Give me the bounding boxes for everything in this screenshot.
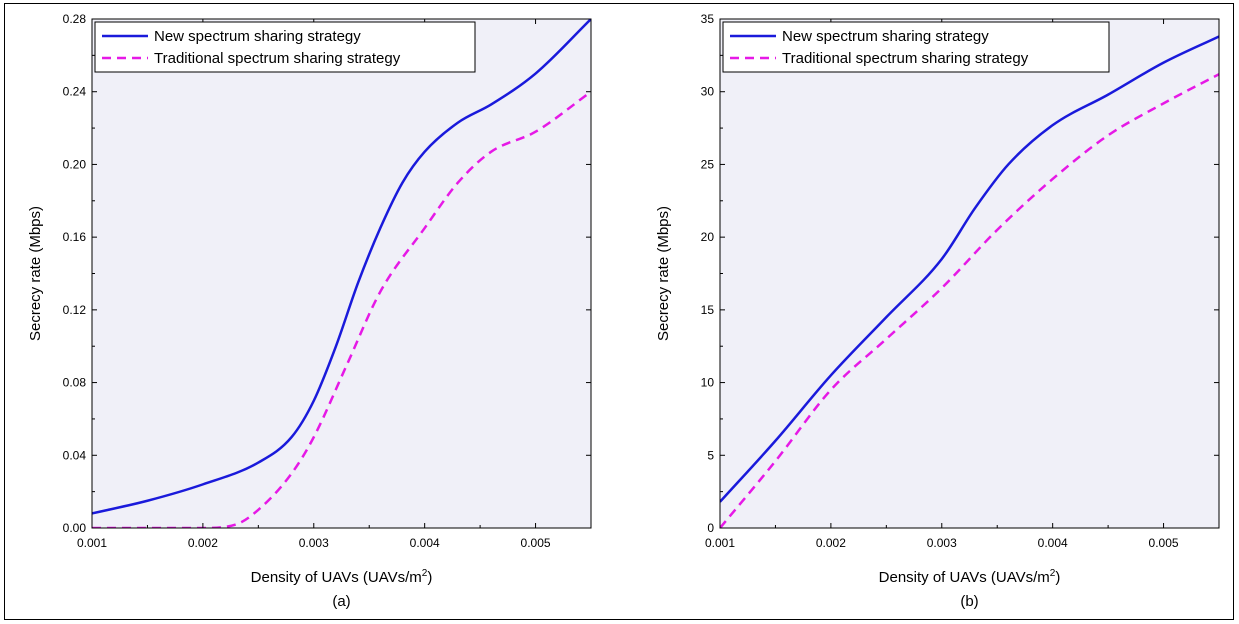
y-tick-label: 10 (701, 376, 715, 390)
chart-panel-b: 0.001 0.002 0.003 0.004 0.005 0 5 10 15 20 25 30 35 D… (655, 12, 1220, 610)
chart-panel-a: 0.001 0.002 0.003 0.004 0.005 0.00 0.04 0.08 0.1… (27, 12, 592, 610)
x-tick-label: 0.001 (77, 536, 107, 550)
legend-label-new: New spectrum sharing strategy (782, 28, 989, 45)
plot-area (720, 19, 1219, 528)
x-tick-label: 0.005 (1149, 536, 1179, 550)
x-tick-label: 0.001 (705, 536, 735, 550)
y-tick-label: 15 (701, 303, 715, 317)
y-tick-label: 35 (701, 12, 715, 26)
x-axis-title-end: ) (1055, 569, 1060, 586)
x-axis-title: Density of UAVs (UAVs/m2) (879, 568, 1061, 586)
y-tick-label: 0.16 (63, 230, 87, 244)
y-tick-label: 0 (707, 521, 714, 535)
series-line-new (720, 35, 1219, 503)
x-tick-label: 0.002 (816, 536, 846, 550)
plot-area (92, 19, 591, 528)
y-axis-title: Secrecy rate (Mbps) (27, 206, 44, 341)
y-tick-label: 0.08 (63, 376, 87, 390)
x-tick-label: 0.005 (521, 536, 551, 550)
x-tick-label: 0.004 (410, 536, 440, 550)
y-tick-label: 0.24 (63, 85, 87, 99)
legend-box (94, 21, 476, 73)
y-tick-label: 0.00 (63, 521, 87, 535)
panel-caption: (a) (332, 593, 350, 610)
y-tick-label: 25 (701, 157, 715, 171)
y-tick-label: 0.20 (63, 157, 87, 171)
x-tick-label: 0.002 (188, 536, 218, 550)
y-tick-label: 20 (701, 230, 715, 244)
series-line-traditional (720, 73, 1219, 528)
x-tick-label: 0.003 (927, 536, 957, 550)
x-axis-title-main: Density of UAVs (UAVs/m (251, 569, 422, 586)
x-axis-title-sup: 2 (1050, 568, 1056, 579)
figure-frame (4, 3, 1234, 620)
y-tick-label: 0.12 (63, 303, 87, 317)
legend-label-new: New spectrum sharing strategy (154, 28, 361, 45)
series-line-new (92, 19, 591, 515)
legend-box (722, 21, 1110, 73)
legend-label-traditional: Traditional spectrum sharing strategy (782, 50, 1029, 67)
y-tick-label: 0.04 (63, 448, 87, 462)
x-tick-label: 0.003 (299, 536, 329, 550)
y-tick-label: 5 (707, 448, 714, 462)
x-axis-title: Density of UAVs (UAVs/m2) (251, 568, 433, 586)
y-tick-label: 30 (701, 85, 715, 99)
legend-label-traditional: Traditional spectrum sharing strategy (154, 50, 401, 67)
x-axis-title-end: ) (427, 569, 432, 586)
x-tick-label: 0.004 (1038, 536, 1068, 550)
series-line-traditional (92, 90, 591, 528)
x-axis-title-main: Density of UAVs (UAVs/m (879, 569, 1050, 586)
y-axis-title: Secrecy rate (Mbps) (655, 206, 672, 341)
x-axis-title-sup: 2 (422, 568, 428, 579)
panel-caption: (b) (960, 593, 978, 610)
y-tick-label: 0.28 (63, 12, 87, 26)
